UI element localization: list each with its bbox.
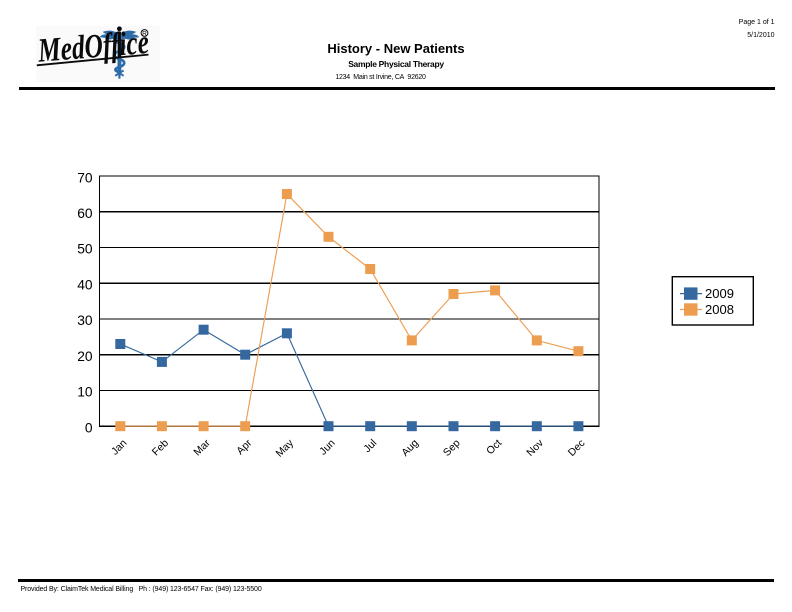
- svg-text:Apr: Apr: [234, 437, 254, 457]
- svg-text:MedOffice: MedOffice: [36, 26, 150, 70]
- svg-text:Jun: Jun: [317, 437, 338, 458]
- svg-text:10: 10: [77, 385, 93, 400]
- svg-text:2009: 2009: [705, 286, 734, 301]
- svg-text:0: 0: [85, 420, 93, 435]
- svg-text:2008: 2008: [705, 302, 734, 317]
- svg-text:Sep: Sep: [441, 437, 463, 459]
- svg-text:Jul: Jul: [361, 437, 379, 455]
- svg-text:R: R: [142, 30, 147, 37]
- svg-text:50: 50: [77, 242, 93, 257]
- svg-text:70: 70: [77, 170, 93, 185]
- svg-text:Dec: Dec: [566, 437, 588, 459]
- svg-text:Jan: Jan: [109, 437, 130, 458]
- svg-text:Oct: Oct: [484, 437, 504, 457]
- svg-text:Feb: Feb: [150, 437, 171, 458]
- svg-text:60: 60: [77, 206, 93, 221]
- svg-text:20: 20: [77, 349, 93, 364]
- svg-text:Nov: Nov: [524, 437, 546, 459]
- svg-text:30: 30: [77, 313, 93, 328]
- svg-text:May: May: [274, 437, 297, 460]
- svg-text:Mar: Mar: [191, 437, 213, 459]
- svg-text:Aug: Aug: [399, 437, 421, 459]
- svg-text:40: 40: [77, 278, 93, 293]
